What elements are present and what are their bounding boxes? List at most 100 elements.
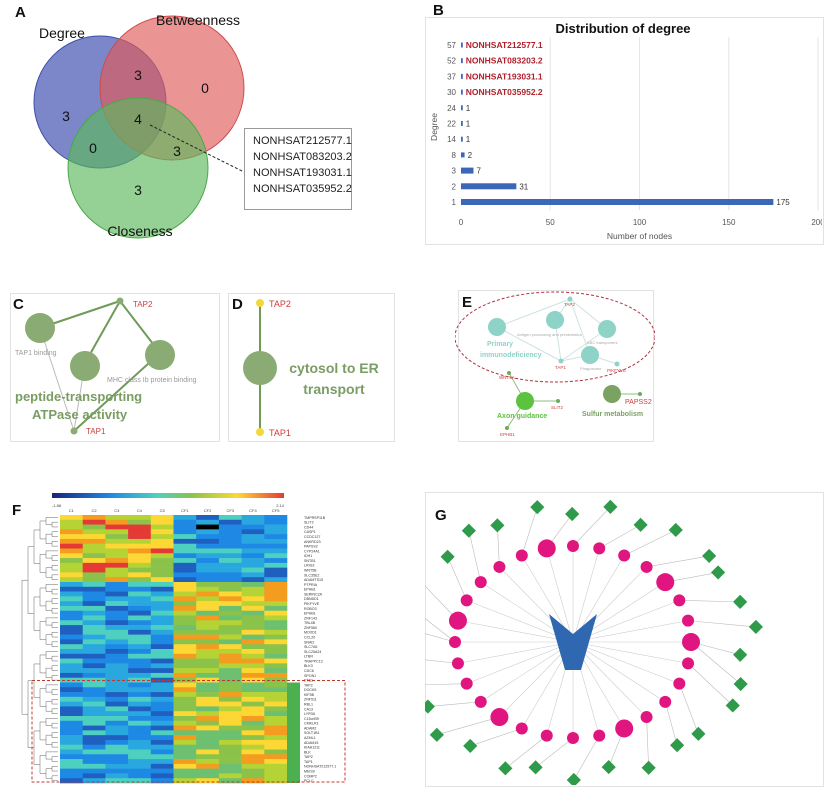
heatmap-cell (60, 677, 83, 683)
network-edge (427, 701, 481, 707)
heatmap-cell (150, 649, 174, 655)
heatmap-cell (60, 596, 83, 602)
heatmap-cell (150, 739, 174, 746)
heatmap-cell (105, 596, 129, 602)
gene-label: BLK (304, 750, 311, 754)
heatmap-cell (105, 548, 129, 554)
gene-label: SOLT1B1 (304, 731, 320, 735)
heatmap-cell (264, 658, 288, 664)
mrna-target-node (733, 647, 748, 662)
heatmap-cell (128, 687, 152, 693)
heatmap-cell (196, 687, 220, 693)
lncrna-hub-node (549, 614, 597, 670)
gene-label: RBL1 (304, 702, 313, 706)
main-term-label: transport (303, 381, 365, 397)
heatmap-cell (173, 735, 197, 741)
heatmap-cell (196, 582, 220, 588)
heatmap-cell (264, 744, 288, 750)
heatmap-cell (128, 639, 152, 645)
heatmap-cell (105, 763, 129, 769)
mirna-node (451, 657, 464, 670)
heatmap-cell (218, 644, 242, 650)
heatmap-cell (264, 567, 288, 573)
heatmap-cell (150, 620, 174, 626)
heatmap-cell (105, 534, 129, 540)
heatmap-cell (173, 768, 197, 774)
gene-label: LRIG3 (304, 564, 314, 568)
heatmap-cell (241, 672, 265, 679)
heatmap-cell (105, 672, 129, 679)
heatmap-cell (60, 716, 83, 722)
heatmap-cell (128, 716, 152, 722)
heatmap-cell (60, 649, 83, 655)
dendrogram-branch (45, 701, 52, 712)
heatmap-cell (150, 515, 174, 521)
heatmap-cell (128, 649, 152, 655)
heatmap-cell (150, 720, 174, 726)
gene-label: ROBO3 (304, 607, 317, 611)
heatmap-cell (105, 538, 129, 545)
heatmap-cell (60, 524, 83, 530)
heatmap-cell (150, 582, 174, 588)
heatmap-cell (218, 692, 242, 698)
heatmap-cell (173, 615, 197, 621)
heatmap-cell (60, 601, 83, 607)
heatmap-cell (82, 605, 106, 612)
heatmap-cell (196, 553, 220, 559)
heatmap-cell (150, 567, 174, 573)
heatmap-cell (241, 653, 265, 659)
bar (461, 199, 774, 205)
y-tick-label: 1 (452, 198, 457, 207)
heatmap-cell (264, 730, 288, 736)
heatmap-cell (218, 720, 242, 726)
mrna-target-node (566, 772, 581, 785)
mirna-node (682, 633, 700, 651)
heatmap-cell (218, 596, 242, 602)
pathway-main-label: Primary (487, 341, 513, 348)
heatmap-cell (105, 562, 129, 568)
heatmap-cell (241, 553, 265, 559)
mrna-target-node (725, 698, 740, 713)
heatmap-cell (264, 634, 288, 640)
heatmap-cell (82, 658, 106, 664)
heatmap-cell (196, 515, 220, 521)
heatmap-cell (60, 730, 83, 736)
x-tick-label: 50 (546, 218, 555, 227)
heatmap-cell (128, 625, 152, 631)
gene-label: SLC25A24 (304, 650, 321, 654)
heatmap-cell (82, 682, 106, 688)
heatmap-cell (60, 553, 83, 559)
dendrogram-branch (27, 680, 34, 748)
heatmap-cell (60, 701, 83, 707)
go-term-node (25, 313, 55, 343)
mirna-node (640, 711, 653, 724)
heatmap-cell (264, 692, 288, 698)
heatmap-cell (82, 586, 106, 592)
heatmap-cell (105, 572, 129, 578)
heatmap-cell (128, 562, 152, 568)
heatmap-cell (150, 524, 174, 530)
gene-label: SERINC2A (304, 592, 323, 596)
heatmap-cell (196, 615, 220, 621)
heatmap-cell (82, 596, 106, 602)
heatmap-cell (241, 730, 265, 736)
heatmap-cell (196, 572, 220, 578)
heatmap-cell (105, 558, 129, 564)
heatmap-cell (218, 534, 242, 540)
heatmap-cell (128, 696, 152, 702)
dendrogram-branch (39, 755, 46, 774)
data-label: 2 (468, 151, 473, 160)
mirna-node (448, 611, 467, 630)
heatmap-cell (173, 653, 197, 659)
heatmap-cell (196, 620, 220, 626)
bar (461, 105, 463, 111)
gene-label: TAP2 (304, 683, 313, 687)
heatmap-cell (105, 716, 129, 722)
heatmap-cell (105, 639, 129, 645)
heatmap-cell (150, 610, 174, 616)
gene-label: TAP2 (133, 300, 153, 309)
heatmap-cell (128, 773, 152, 779)
heatmap-cell (128, 653, 152, 659)
dendrogram-branch (39, 587, 46, 607)
heatmap-cell (128, 558, 152, 564)
